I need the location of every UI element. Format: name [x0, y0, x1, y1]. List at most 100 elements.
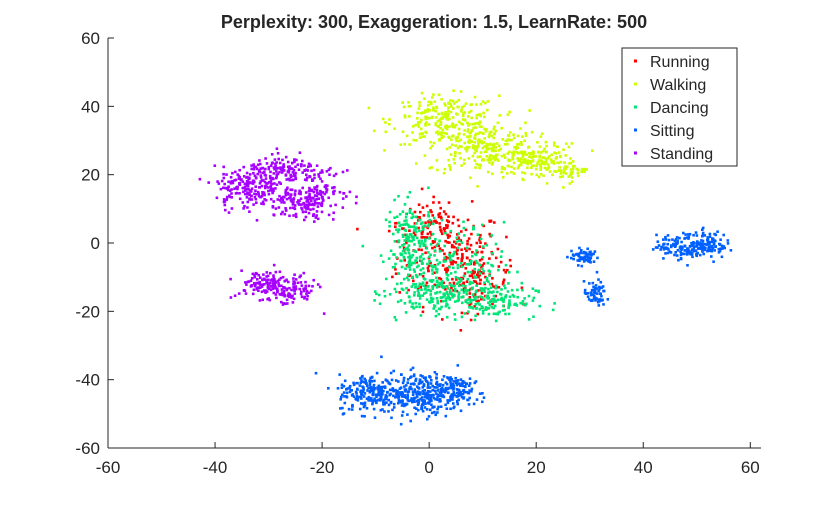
data-point — [432, 93, 435, 96]
data-point — [511, 157, 515, 161]
data-point — [469, 270, 473, 274]
data-point — [433, 254, 436, 257]
data-point — [356, 388, 359, 391]
data-point — [468, 134, 472, 138]
data-point — [445, 219, 449, 222]
data-point — [553, 170, 556, 173]
data-point — [468, 282, 472, 285]
data-point — [321, 191, 325, 194]
data-point — [595, 297, 599, 301]
data-point — [504, 296, 507, 299]
data-point — [478, 263, 481, 267]
data-point — [395, 215, 399, 219]
data-point — [435, 373, 438, 376]
data-point — [287, 293, 290, 297]
data-point — [408, 115, 411, 118]
data-point — [405, 276, 409, 280]
data-point — [401, 130, 405, 134]
data-point — [245, 184, 249, 187]
data-point — [476, 273, 479, 276]
data-point — [421, 267, 425, 270]
data-point — [261, 179, 264, 182]
data-point — [535, 164, 538, 168]
data-point — [484, 150, 488, 153]
data-point — [403, 404, 406, 408]
data-point — [390, 378, 394, 382]
data-point — [466, 398, 470, 402]
data-point — [526, 166, 529, 170]
data-point — [289, 206, 292, 210]
data-point — [592, 297, 596, 300]
data-point — [397, 401, 400, 405]
legend-marker — [634, 128, 637, 132]
data-point — [443, 102, 446, 105]
data-point — [538, 154, 542, 158]
data-point — [453, 318, 457, 321]
data-point — [460, 145, 463, 149]
data-point — [528, 151, 531, 155]
data-point — [293, 204, 297, 207]
data-point — [289, 178, 293, 182]
data-point — [274, 270, 278, 274]
data-point — [594, 284, 598, 287]
data-point — [280, 171, 284, 174]
data-point — [308, 197, 312, 201]
data-point — [464, 228, 468, 232]
data-point — [411, 253, 415, 257]
data-point — [354, 397, 357, 401]
data-point — [403, 203, 407, 206]
data-point — [524, 132, 528, 135]
data-point — [345, 395, 348, 398]
data-point — [423, 389, 426, 392]
data-point — [267, 189, 270, 193]
data-point — [455, 112, 458, 115]
data-point — [575, 167, 579, 171]
data-point — [437, 242, 440, 246]
data-point — [403, 219, 406, 223]
data-point — [284, 209, 288, 212]
data-point — [692, 245, 696, 248]
data-point — [478, 392, 482, 395]
data-point — [320, 210, 324, 214]
data-point — [470, 274, 474, 278]
data-point — [685, 249, 689, 253]
data-point — [470, 129, 473, 133]
data-point — [444, 299, 448, 303]
data-point — [458, 284, 461, 288]
data-point — [441, 383, 445, 387]
data-point — [427, 251, 430, 254]
data-point — [494, 286, 498, 290]
data-point — [426, 288, 429, 292]
data-point — [272, 166, 276, 169]
data-point — [470, 260, 473, 263]
data-point — [565, 165, 569, 169]
data-point — [538, 304, 542, 308]
data-point — [441, 318, 444, 321]
data-point — [461, 118, 465, 121]
data-point — [275, 170, 278, 173]
data-point — [222, 198, 226, 201]
data-point — [242, 175, 246, 178]
data-point — [360, 379, 363, 382]
data-point — [277, 282, 280, 285]
data-point — [510, 138, 513, 142]
data-point — [415, 222, 418, 225]
data-point — [569, 174, 572, 177]
data-point — [679, 253, 683, 257]
data-point — [381, 391, 384, 394]
data-point — [426, 232, 430, 236]
data-point — [458, 239, 461, 243]
data-point — [706, 238, 709, 242]
data-point — [494, 129, 498, 133]
data-point — [543, 147, 546, 151]
data-point — [396, 389, 399, 393]
data-point — [414, 377, 418, 381]
data-point — [358, 384, 362, 387]
data-point — [475, 299, 478, 303]
data-point — [450, 138, 453, 142]
data-point — [444, 231, 447, 235]
data-point — [562, 148, 565, 151]
data-point — [394, 225, 397, 228]
data-point — [484, 308, 487, 311]
data-point — [514, 302, 517, 306]
